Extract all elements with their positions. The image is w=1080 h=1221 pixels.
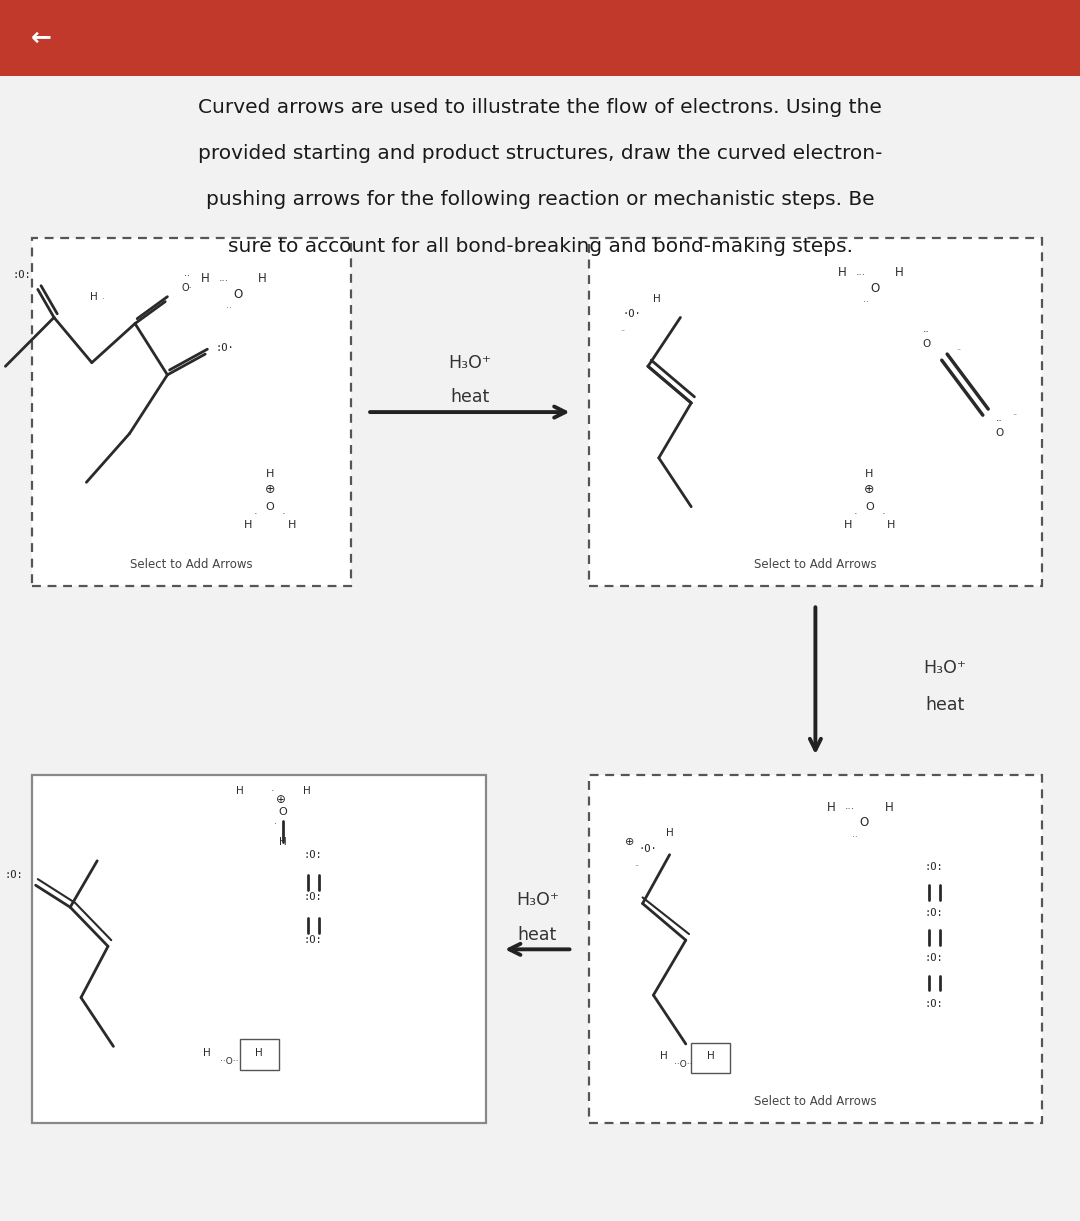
Text: ··: ··	[957, 346, 961, 355]
Text: H: H	[706, 1051, 715, 1061]
Text: H: H	[258, 272, 267, 284]
Text: ···: ···	[845, 805, 855, 814]
Text: H: H	[287, 520, 296, 530]
Bar	[0, 0, 1080, 76]
Text: H: H	[887, 520, 895, 530]
Text: ··: ··	[852, 833, 859, 842]
Text: ··: ··	[1013, 410, 1017, 420]
Text: H: H	[244, 520, 253, 530]
Text: ·: ·	[102, 294, 104, 304]
Text: ·O·: ·O·	[638, 844, 658, 853]
Text: O: O	[870, 282, 879, 294]
Text: .: .	[270, 783, 274, 792]
Text: ⊕: ⊕	[265, 484, 275, 496]
Text: heat: heat	[517, 926, 557, 944]
Text: :O·: :O·	[215, 343, 234, 353]
Text: H: H	[843, 520, 852, 530]
Text: O: O	[865, 502, 874, 512]
Text: H: H	[90, 292, 98, 302]
Text: H: H	[865, 469, 874, 479]
Text: ··: ··	[863, 298, 869, 308]
Text: :O:: :O:	[303, 850, 323, 860]
Text: ·: ·	[881, 509, 886, 519]
Text: H₃O⁺: H₃O⁺	[516, 891, 558, 910]
Text: H: H	[201, 272, 210, 284]
Bar	[589, 775, 1042, 1123]
Text: :O:: :O:	[924, 999, 944, 1009]
Text: Select to Add Arrows: Select to Add Arrows	[131, 558, 253, 570]
Text: pushing arrows for the following reaction or mechanistic steps. Be: pushing arrows for the following reactio…	[205, 190, 875, 210]
Text: H₃O⁺: H₃O⁺	[923, 659, 967, 678]
Text: H: H	[235, 786, 244, 796]
Text: H: H	[203, 1048, 212, 1057]
Text: :O:: :O:	[924, 908, 944, 918]
Text: ·: ·	[853, 509, 858, 519]
Text: ·: ·	[274, 819, 276, 829]
Text: O: O	[279, 807, 287, 817]
Text: ··O··: ··O··	[674, 1060, 693, 1070]
Text: Curved arrows are used to illustrate the flow of electrons. Using the: Curved arrows are used to illustrate the…	[198, 98, 882, 117]
Text: :O:: :O:	[924, 954, 944, 963]
Bar	[589, 238, 1042, 586]
Text: :O:: :O:	[4, 871, 24, 880]
Text: ··
O: ·· O	[922, 327, 931, 349]
Text: Select to Add Arrows: Select to Add Arrows	[754, 558, 877, 570]
Text: ⊕: ⊕	[625, 838, 634, 847]
Text: H₃O⁺: H₃O⁺	[448, 354, 491, 372]
Text: H: H	[302, 786, 311, 796]
Bar	[240, 1039, 279, 1070]
Text: H: H	[827, 801, 836, 813]
Text: H: H	[885, 801, 893, 813]
Text: H: H	[255, 1048, 264, 1057]
Text: ⊕: ⊕	[864, 484, 875, 496]
Bar	[32, 775, 486, 1123]
Text: ···: ···	[855, 270, 866, 280]
Text: H: H	[266, 469, 274, 479]
Text: H: H	[652, 294, 661, 304]
Text: H: H	[665, 828, 674, 838]
Text: O: O	[233, 288, 242, 300]
Text: :O:: :O:	[12, 270, 31, 280]
Text: heat: heat	[450, 388, 489, 407]
Text: heat: heat	[926, 696, 964, 714]
Text: ·O·: ·O·	[622, 309, 642, 319]
Text: ··: ··	[226, 304, 232, 314]
Text: ··
O·: ·· O·	[181, 271, 192, 293]
Text: :O:: :O:	[303, 893, 323, 902]
Bar	[691, 1043, 730, 1073]
Text: H: H	[279, 838, 287, 847]
Text: ··: ··	[635, 862, 639, 872]
Text: sure to account for all bond-breaking and bond-making steps.: sure to account for all bond-breaking an…	[228, 237, 852, 256]
Text: ←: ←	[30, 26, 52, 50]
Text: :O:: :O:	[924, 862, 944, 872]
Text: provided starting and product structures, draw the curved electron-: provided starting and product structures…	[198, 144, 882, 164]
Bar	[32, 238, 351, 586]
Text: ·: ·	[282, 509, 286, 519]
Text: ⊕: ⊕	[275, 794, 286, 806]
Text: O: O	[860, 817, 868, 829]
Text: ···: ···	[218, 276, 229, 286]
Text: Select to Add Arrows: Select to Add Arrows	[754, 1095, 877, 1107]
Text: H: H	[838, 266, 847, 278]
Text: O: O	[266, 502, 274, 512]
Text: ·: ·	[254, 509, 258, 519]
Text: :O:: :O:	[303, 935, 323, 945]
Text: ··
O: ·· O	[995, 416, 1003, 438]
Text: ··O··: ··O··	[219, 1056, 239, 1066]
Text: H: H	[895, 266, 904, 278]
Text: ··: ··	[621, 327, 625, 337]
Text: H: H	[660, 1051, 669, 1061]
